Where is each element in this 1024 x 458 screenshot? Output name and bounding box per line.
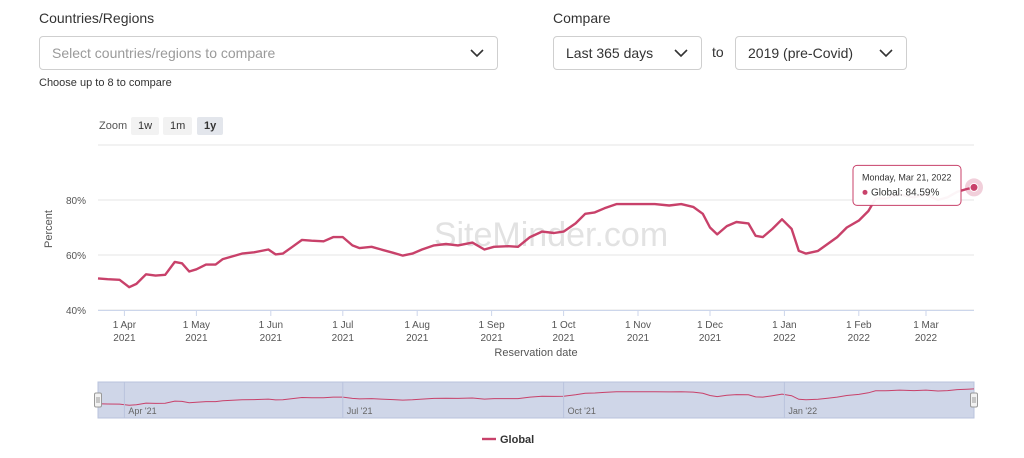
- range-select[interactable]: Last 365 days: [553, 36, 702, 70]
- x-tick-label: 1 Feb: [846, 320, 872, 331]
- navigator: Apr '21 Jul '21 Oct '21 Jan '22: [94, 381, 978, 419]
- x-tick-label: 1 May: [183, 320, 210, 331]
- countries-hint: Choose up to 8 to compare: [39, 77, 172, 89]
- y-tick-label: 60%: [66, 251, 86, 262]
- baseline-value: 2019 (pre-Covid): [748, 45, 854, 61]
- grid-lines: [98, 144, 974, 311]
- x-tick-label: 1 Jul: [332, 320, 353, 331]
- tooltip-series-name: Global: [871, 187, 900, 198]
- navigator-label: Apr '21: [128, 406, 156, 416]
- zoom-1w-button[interactable]: 1w: [131, 117, 160, 135]
- x-tick-year: 2021: [113, 333, 136, 344]
- countries-label: Countries/Regions: [39, 10, 155, 26]
- countries-placeholder: Select countries/regions to compare: [52, 45, 276, 61]
- x-tick-label: 1 Jan: [772, 320, 796, 331]
- y-axis: 40% 60% 80%: [66, 196, 86, 317]
- zoom-1m-button[interactable]: 1m: [163, 117, 193, 135]
- x-tick-label: 1 Jun: [259, 320, 283, 331]
- x-tick-year: 2021: [699, 333, 722, 344]
- series-line-global: [97, 186, 975, 289]
- x-tick-year: 2021: [406, 333, 429, 344]
- to-text: to: [712, 44, 724, 60]
- zoom-label: Zoom: [99, 120, 128, 132]
- x-tick-label: 1 Nov: [625, 320, 651, 331]
- tooltip-date: Monday, Mar 21, 2022: [862, 172, 951, 182]
- x-tick-year: 2021: [480, 333, 503, 344]
- x-tick-label: 1 Mar: [913, 320, 939, 331]
- x-tick-label: 1 Aug: [404, 320, 430, 331]
- chevron-down-icon: [469, 45, 485, 61]
- navigator-label: Jan '22: [788, 406, 817, 416]
- range-value: Last 365 days: [566, 45, 654, 61]
- x-tick-year: 2021: [627, 333, 650, 344]
- x-tick-year: 2022: [773, 333, 796, 344]
- baseline-select[interactable]: 2019 (pre-Covid): [735, 36, 907, 70]
- legend-item-global[interactable]: Global: [500, 434, 534, 446]
- y-tick-label: 80%: [66, 196, 86, 207]
- x-axis-label: Reservation date: [494, 347, 577, 359]
- y-tick-label: 40%: [66, 306, 86, 317]
- navigator-series: [97, 388, 975, 406]
- x-tick-label: 1 Apr: [113, 320, 137, 331]
- navigator-handle-left[interactable]: [94, 392, 102, 408]
- tooltip-value-number: 84.59%: [905, 187, 939, 198]
- x-tick-year: 2021: [332, 333, 355, 344]
- tooltip: Monday, Mar 21, 2022 Global: 84.59%: [852, 164, 962, 206]
- navigator-handle-right[interactable]: [970, 392, 978, 408]
- navigator-window[interactable]: [97, 381, 975, 419]
- tooltip-series-marker: [862, 189, 868, 195]
- series-global: [97, 178, 983, 289]
- tooltip-box: [852, 164, 962, 206]
- x-tick-year: 2021: [552, 333, 575, 344]
- compare-label: Compare: [553, 10, 611, 26]
- x-axis: 1 Apr 2021 1 May 2021 1 Jun 2021 1 Jul 2021 1 Au…: [113, 310, 939, 344]
- watermark: SiteMinder.com: [434, 216, 668, 254]
- hover-halo: [965, 178, 983, 197]
- zoom-1y-button[interactable]: 1y: [197, 117, 224, 135]
- x-tick-label: 1 Oct: [552, 320, 576, 331]
- navigator-label: Oct '21: [568, 406, 596, 416]
- x-tick-label: 1 Dec: [697, 320, 723, 331]
- y-axis-label: Percent: [43, 210, 55, 248]
- tooltip-value: Global: 84.59%: [871, 187, 939, 198]
- chevron-down-icon: [673, 45, 689, 61]
- countries-select[interactable]: Select countries/regions to compare: [39, 36, 498, 70]
- data-point-marker[interactable]: [969, 182, 979, 192]
- x-tick-year: 2021: [185, 333, 208, 344]
- x-tick-year: 2022: [848, 333, 871, 344]
- legend: Global: [482, 434, 534, 446]
- x-tick-label: 1 Sep: [479, 320, 506, 331]
- x-tick-year: 2022: [915, 333, 938, 344]
- navigator-label: Jul '21: [347, 406, 373, 416]
- x-tick-year: 2021: [260, 333, 283, 344]
- chevron-down-icon: [878, 45, 894, 61]
